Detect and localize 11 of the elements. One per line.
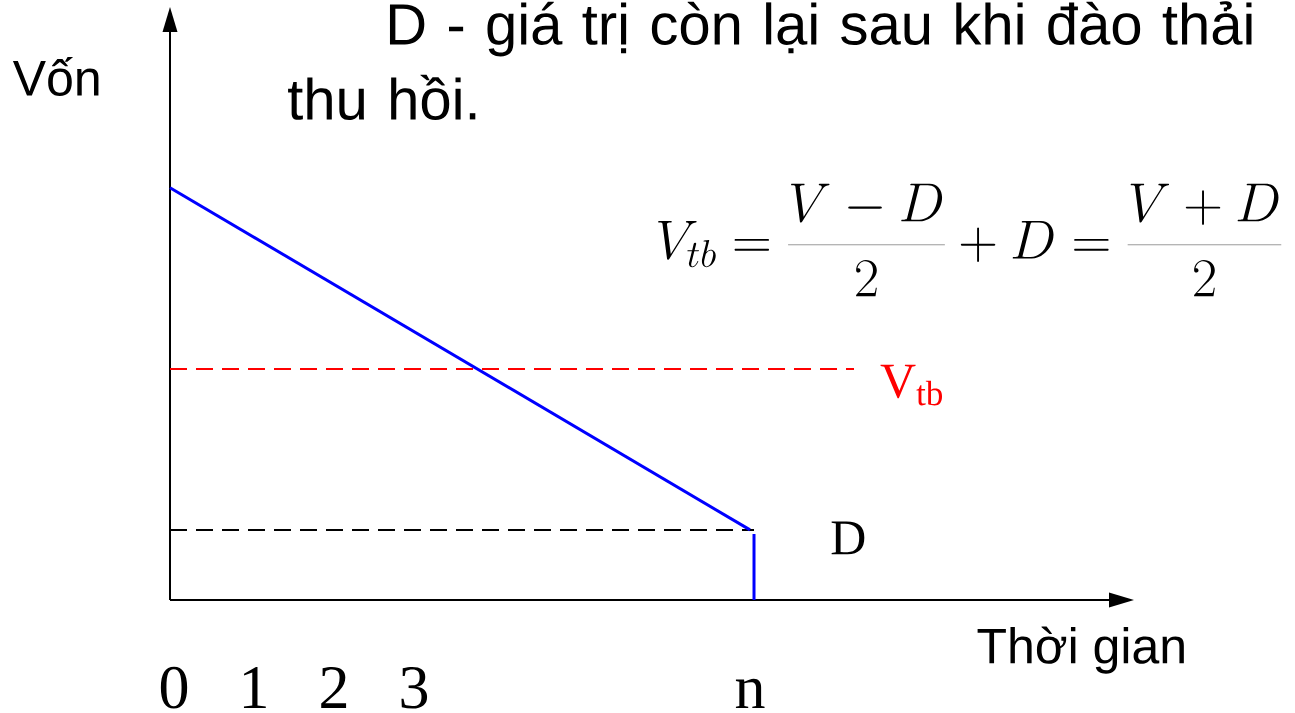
annotation: $V_{tb} = \frac{V-D}{2} + D = \frac{V+D}{2}$: [658, 183, 1282, 297]
x-tick-label: 2: [321, 666, 347, 708]
text: D - giá trị còn lại sau khi đào thải thu hồi.: [288, 1, 1252, 120]
y-axis-title: Vốn: [12, 57, 99, 96]
annotation: D: [831, 521, 865, 555]
ref-line-label: V$_{tb}$: [880, 364, 943, 406]
x-tick-label: 3: [401, 666, 428, 709]
x-axis-title: Thời gian: [977, 626, 1184, 674]
x-tick-label: 1: [243, 667, 266, 708]
x-tick-label: n: [735, 678, 765, 708]
x-tick-label: 0: [160, 666, 188, 709]
